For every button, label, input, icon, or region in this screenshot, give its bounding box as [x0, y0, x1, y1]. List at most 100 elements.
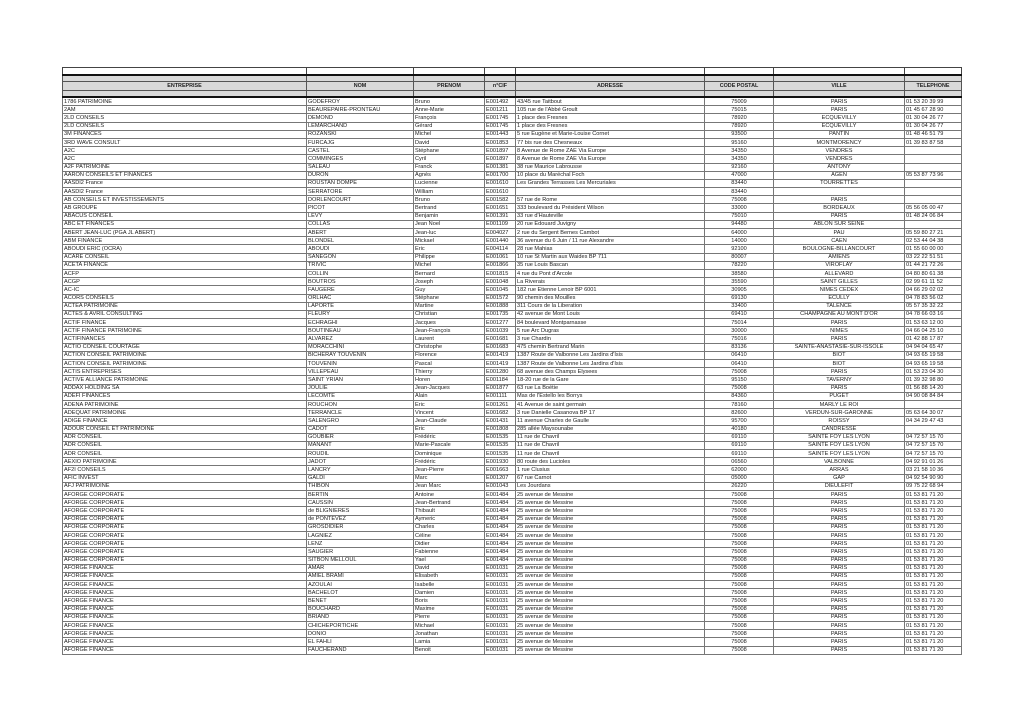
cell-telephone[interactable]: 01 53 81 71 20	[904, 580, 962, 590]
cell-prenom[interactable]: Lucienne	[413, 178, 485, 189]
cell-adresse[interactable]: 25 avenue de Messine	[515, 522, 705, 532]
cell-ville[interactable]: SAINTE FOY LES LYON	[773, 432, 905, 442]
cell-adresse[interactable]: 5 rue Eugène et Marie-Louise Cornet	[515, 129, 705, 139]
cell-ville[interactable]: TOURRETTES	[773, 178, 905, 189]
cell-cif[interactable]: E001572	[484, 293, 516, 303]
cell-ville[interactable]: VALBONNE	[773, 457, 905, 467]
cell-adresse[interactable]: 18-20 rue de la Gare	[515, 375, 705, 385]
cell-code-postal[interactable]: 80007	[704, 252, 774, 262]
cell-nom[interactable]: AMAR	[306, 563, 414, 573]
column-header-entreprise[interactable]: ENTREPRISE	[62, 81, 307, 91]
cell-prenom[interactable]: David	[413, 137, 485, 148]
cell-telephone[interactable]: 01 48 46 51 79	[904, 129, 962, 139]
cell-ville[interactable]: ANTONY	[773, 162, 905, 172]
cell-telephone[interactable]: 01 53 81 71 20	[904, 612, 962, 623]
cell-telephone[interactable]: 01 53 81 71 20	[904, 555, 962, 565]
cell-code-postal[interactable]: 30000	[704, 326, 774, 336]
cell-code-postal[interactable]: 75015	[704, 105, 774, 115]
cell-adresse[interactable]: 475 chemin Bertrand Marin	[515, 342, 705, 352]
cell-telephone[interactable]: 04 72 57 15 70	[904, 432, 962, 442]
cell-ville[interactable]: PARIS	[773, 555, 905, 565]
cell-cif[interactable]: E001280	[484, 367, 516, 377]
cell-cif[interactable]: E001043	[484, 481, 516, 492]
cell-ville[interactable]: ABLON SUR SEINE	[773, 219, 905, 230]
cell-nom[interactable]: BICHERAY TOUVENIN	[306, 350, 414, 361]
cell-entreprise[interactable]: ADDAX HOLDING SA	[62, 383, 307, 393]
cell-cif[interactable]: E001700	[484, 170, 516, 180]
cell-prenom[interactable]: Bertrand	[413, 203, 485, 213]
cell-telephone[interactable]	[904, 195, 962, 205]
cell-entreprise[interactable]: ABM FINANCE	[62, 236, 307, 246]
cell-ville[interactable]: BIOT	[773, 350, 905, 361]
cell-code-postal[interactable]: 83440	[704, 178, 774, 189]
cell-entreprise[interactable]: ACTEA PATRIMOINE	[62, 301, 307, 311]
cell-telephone[interactable]: 03 21 58 10 36	[904, 465, 962, 475]
cell-adresse[interactable]: 20 rue Edouard Juvigny	[515, 219, 705, 230]
cell-prenom[interactable]: Jean Noel	[413, 219, 485, 230]
cell-code-postal[interactable]: 35590	[704, 277, 774, 287]
cell-telephone[interactable]: 01 55 60 00 00	[904, 244, 962, 254]
cell-adresse[interactable]: 25 avenue de Messine	[515, 514, 705, 524]
cell-prenom[interactable]: Jonathan	[413, 629, 485, 639]
cell-entreprise[interactable]: ACTION CONSEIL PATRIMOINE	[62, 358, 307, 369]
cell-adresse[interactable]: 41 Avenue de saint germain	[515, 399, 705, 410]
cell-entreprise[interactable]: AFORGE CORPORATE	[62, 555, 307, 565]
cell-prenom[interactable]: Jean-Bertrand	[413, 498, 485, 508]
cell-cif[interactable]: E001663	[484, 465, 516, 475]
cell-telephone[interactable]: 01 30 04 26 77	[904, 113, 962, 123]
cell-ville[interactable]: PARIS	[773, 530, 905, 541]
cell-telephone[interactable]: 01 53 81 71 20	[904, 522, 962, 532]
cell-ville[interactable]: PARIS	[773, 563, 905, 573]
cell-cif[interactable]: E001484	[484, 530, 516, 541]
cell-entreprise[interactable]: ACARE CONSEIL	[62, 252, 307, 262]
cell-cif[interactable]: E001419	[484, 350, 516, 361]
cell-code-postal[interactable]: 34350	[704, 146, 774, 156]
cell-adresse[interactable]: 3 rue Danielle Casanova BP 17	[515, 408, 705, 418]
cell-adresse[interactable]: Les Grandes Terrasses Les Mercuriales	[515, 178, 705, 189]
cell-telephone[interactable]: 01 53 81 71 20	[904, 530, 962, 541]
cell-cif[interactable]: E001930	[484, 457, 516, 467]
cell-telephone[interactable]: 04 93 65 19 58	[904, 350, 962, 361]
cell-prenom[interactable]: Jean-luc	[413, 227, 485, 238]
cell-entreprise[interactable]: 2LD CONSEILS	[62, 113, 307, 123]
cell-telephone[interactable]: 04 66 04 25 10	[904, 326, 962, 336]
cell-nom[interactable]: LAPORTE	[306, 301, 414, 311]
cell-code-postal[interactable]: 84360	[704, 391, 774, 401]
cell-code-postal[interactable]: 75008	[704, 555, 774, 565]
cell-prenom[interactable]: Vincent	[413, 408, 485, 418]
cell-cif[interactable]: E001184	[484, 375, 516, 385]
cell-telephone[interactable]: 01 53 81 71 20	[904, 637, 962, 647]
cell-telephone[interactable]: 04 93 65 19 58	[904, 358, 962, 369]
cell-telephone[interactable]: 01 53 81 71 20	[904, 588, 962, 598]
cell-nom[interactable]: LANCRY	[306, 465, 414, 475]
cell-adresse[interactable]: 10 place du Maréchal Foch	[515, 170, 705, 180]
cell-telephone[interactable]	[904, 146, 962, 156]
cell-nom[interactable]: ROUSTAN DOMPE	[306, 178, 414, 189]
cell-adresse[interactable]: 11 avenue Charles de Gaulle	[515, 416, 705, 426]
cell-code-postal[interactable]: 75008	[704, 588, 774, 598]
cell-nom[interactable]: CAUSSIN	[306, 498, 414, 508]
cell-nom[interactable]: JADOT	[306, 457, 414, 467]
cell-prenom[interactable]: Charles	[413, 522, 485, 532]
cell-ville[interactable]: BORDEAUX	[773, 203, 905, 213]
cell-ville[interactable]: PARIS	[773, 489, 905, 500]
cell-cif[interactable]: E001866	[484, 260, 516, 270]
cell-entreprise[interactable]: ADR CONSEIL	[62, 432, 307, 442]
cell-ville[interactable]: BIOT	[773, 358, 905, 369]
cell-ville[interactable]: PARIS	[773, 506, 905, 516]
cell-entreprise[interactable]: AFORGE CORPORATE	[62, 489, 307, 500]
cell-entreprise[interactable]: ADENA PATRIMOINE	[62, 399, 307, 410]
cell-telephone[interactable]: 01 53 81 71 20	[904, 489, 962, 500]
cell-adresse[interactable]: 5 rue Arc Dugras	[515, 326, 705, 336]
cell-nom[interactable]: SITBON MELLOUL	[306, 555, 414, 565]
cell-code-postal[interactable]: 75008	[704, 498, 774, 508]
cell-telephone[interactable]: 04 92 54 90 90	[904, 473, 962, 483]
cell-cif[interactable]: E001207	[484, 473, 516, 483]
cell-code-postal[interactable]: 75008	[704, 367, 774, 377]
cell-cif[interactable]: E001681	[484, 334, 516, 344]
cell-code-postal[interactable]: 75008	[704, 489, 774, 500]
cell-code-postal[interactable]: 75014	[704, 318, 774, 328]
cell-entreprise[interactable]: ADIGE FINANCE	[62, 416, 307, 426]
cell-cif[interactable]: E001651	[484, 203, 516, 213]
cell-cif[interactable]: E001582	[484, 195, 516, 205]
